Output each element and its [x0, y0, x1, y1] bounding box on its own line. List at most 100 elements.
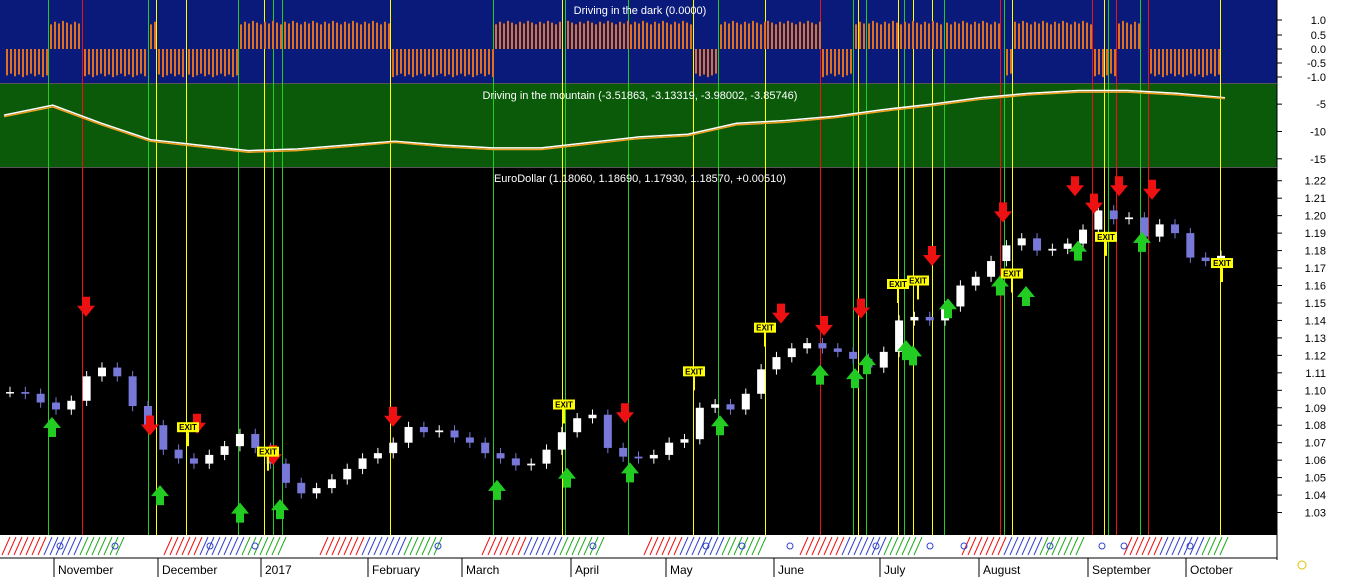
- histogram-bar: [962, 20, 964, 49]
- histogram-bar: [1206, 49, 1208, 76]
- histogram-bar: [464, 49, 466, 77]
- buy-arrow: [1133, 231, 1151, 252]
- histogram-bar: [868, 23, 870, 49]
- buy-arrow: [897, 340, 915, 361]
- strip-hatch: [547, 536, 557, 556]
- histogram-bar: [304, 21, 306, 49]
- sell-arrow: [994, 202, 1012, 223]
- strip-hatch: [931, 536, 941, 556]
- histogram-bar: [204, 49, 206, 77]
- candle-body: [481, 442, 490, 454]
- strip-hatch: [1105, 536, 1115, 556]
- strip-hatch: [667, 536, 677, 556]
- histogram-bar: [764, 21, 766, 49]
- histogram-bar: [611, 22, 613, 49]
- histogram-bar: [62, 20, 64, 49]
- strip-hatch: [97, 536, 107, 556]
- strip-hatch: [1135, 536, 1145, 556]
- strip-dot: [926, 542, 934, 550]
- histogram-bar: [272, 20, 274, 49]
- strip-hatch: [1069, 536, 1079, 556]
- price-ytick-label: 1.20: [1305, 211, 1326, 223]
- strip-hatch: [121, 536, 131, 556]
- candle-body: [21, 392, 30, 394]
- strip-hatch: [1093, 536, 1103, 556]
- strip-hatch: [379, 536, 389, 556]
- x-tick-label: November: [58, 563, 113, 577]
- histogram-bar: [328, 23, 330, 49]
- candle-body: [343, 468, 352, 480]
- candle-body: [1079, 229, 1088, 244]
- strip-dot: [1120, 542, 1128, 550]
- histogram-bar: [252, 20, 254, 49]
- strip-hatch: [607, 536, 617, 556]
- candle-body: [1017, 238, 1026, 246]
- strip-dot: [589, 542, 597, 550]
- histogram-bar: [900, 24, 902, 49]
- histogram-bar: [10, 49, 12, 74]
- histogram-bar: [476, 49, 478, 76]
- strip-hatch: [463, 536, 473, 556]
- candle-body: [1125, 217, 1134, 220]
- candle-body: [833, 348, 842, 352]
- histogram-bar: [811, 22, 813, 49]
- strip-hatch: [355, 536, 365, 556]
- copyright-icon: [1297, 560, 1307, 570]
- candle-body: [849, 351, 858, 359]
- histogram-bar: [623, 23, 625, 49]
- sell-arrow: [1085, 193, 1103, 214]
- candle-body: [113, 367, 122, 377]
- histogram-bar: [26, 49, 28, 76]
- histogram-bar: [66, 22, 68, 49]
- histogram-bar: [312, 20, 314, 49]
- strip-hatch: [889, 536, 899, 556]
- strip-hatch: [787, 536, 797, 556]
- candle-body: [787, 348, 796, 358]
- strip-hatch: [979, 536, 989, 556]
- strip-hatch: [439, 536, 449, 556]
- buy-arrow: [846, 368, 864, 389]
- histogram-bar: [224, 49, 226, 77]
- histogram-bar: [970, 24, 972, 49]
- strip-hatch: [859, 536, 869, 556]
- strip-dot: [111, 542, 119, 550]
- histogram-bar: [547, 20, 549, 49]
- x-tick-label: May: [670, 563, 693, 577]
- candle-body: [36, 393, 45, 403]
- strip-hatch: [451, 536, 461, 556]
- strip-hatch: [637, 536, 647, 556]
- histogram-bar: [396, 49, 398, 76]
- strip-hatch: [1159, 536, 1169, 556]
- histogram-bar: [240, 24, 242, 49]
- histogram-bar: [654, 21, 656, 49]
- histogram-bar: [188, 49, 190, 75]
- histogram-bar: [682, 20, 684, 49]
- histogram-bar: [112, 49, 114, 78]
- histogram-bar: [316, 22, 318, 49]
- histogram-bar: [720, 24, 722, 49]
- histogram-bar: [756, 22, 758, 49]
- histogram-bar: [480, 49, 482, 74]
- strip-hatch: [157, 536, 167, 556]
- strip-hatch: [1081, 536, 1091, 556]
- strip-hatch: [271, 536, 281, 556]
- histogram-bar: [92, 49, 94, 78]
- strip-hatch: [145, 536, 155, 556]
- strip-hatch: [361, 536, 371, 556]
- histogram-bar: [420, 49, 422, 74]
- histogram-bar: [916, 22, 918, 49]
- strip-hatch: [1129, 536, 1139, 556]
- histogram-bar: [1214, 49, 1216, 77]
- histogram-bar: [954, 21, 956, 49]
- histogram-bar: [1174, 49, 1176, 77]
- candle-body: [1048, 248, 1057, 251]
- strip-hatch: [535, 536, 545, 556]
- histogram-bar: [140, 49, 142, 74]
- histogram-bar: [815, 24, 817, 49]
- histogram-bar: [1150, 49, 1152, 74]
- candle-body: [588, 414, 597, 419]
- histogram-bar: [936, 22, 938, 49]
- buy-arrow: [271, 499, 289, 520]
- dark-ytick-label: -0.5: [1307, 58, 1326, 70]
- histogram-bar: [559, 21, 561, 49]
